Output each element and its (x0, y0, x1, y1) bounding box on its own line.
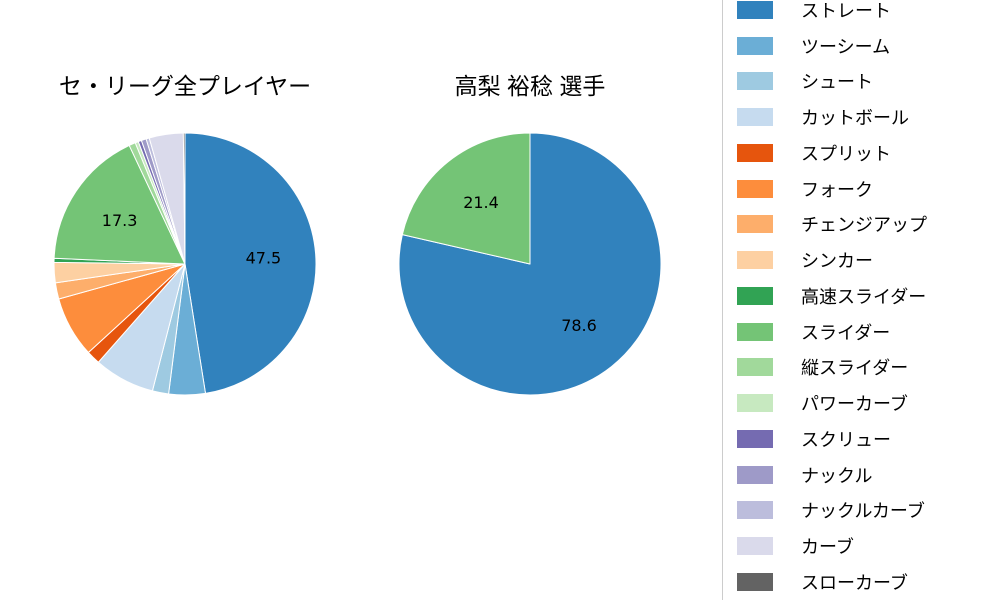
legend-label: ツーシーム (801, 36, 891, 57)
legend-item-カーブ: カーブ (737, 528, 1000, 564)
legend-label: スクリュー (801, 429, 891, 450)
legend-swatch-icon (737, 36, 773, 55)
legend-label: スローカーブ (801, 572, 908, 593)
legend-items: ストレートツーシームシュートカットボール スプリットフォークチェンジアップ シンカー… (737, 0, 1000, 600)
legend-swatch-icon (737, 465, 773, 484)
legend-item-シンカー: シンカー (737, 242, 1000, 278)
legend-label: パワーカーブ (801, 394, 908, 415)
legend-label: シュート (801, 72, 873, 93)
legend-label: スプリット (801, 143, 891, 164)
legend-label: チェンジアップ (801, 215, 927, 236)
legend-label: ナックルカーブ (801, 501, 925, 522)
chart-title-league: セ・リーグ全プレイヤー (58, 73, 312, 99)
legend-swatch-icon (737, 429, 773, 448)
legend-label: フォーク (801, 179, 873, 200)
pie-slice-スライダー (53, 144, 186, 265)
legend-item-スローカーブ: スローカーブ (737, 564, 1000, 600)
legend: ストレートツーシームシュートカットボール スプリットフォークチェンジアップ シンカー… (722, 0, 1000, 600)
legend-item-シュート: シュート (737, 64, 1000, 100)
chart-player: 高梨 裕稔 選手 78.6 21.4 (380, 62, 680, 414)
legend-item-スプリット: スプリット (737, 135, 1000, 171)
legend-swatch-icon (737, 394, 773, 413)
legend-item-カットボール: カットボール (737, 99, 1000, 135)
legend-label: 縦スライダー (801, 358, 909, 379)
chart-league: セ・リーグ全プレイヤー 47.5 17.3 (35, 62, 335, 414)
pie-slice-スローカーブ (182, 132, 186, 265)
legend-label: スライダー (801, 322, 891, 343)
legend-label: ストレート (801, 0, 891, 21)
legend-label: 高速スライダー (801, 286, 927, 307)
legend-swatch-icon (737, 72, 773, 91)
legend-item-スクリュー: スクリュー (737, 421, 1000, 457)
legend-label: カットボール (801, 108, 909, 129)
legend-swatch-icon (737, 322, 773, 341)
legend-label: カーブ (801, 537, 854, 558)
legend-item-ナックルカーブ: ナックルカーブ (737, 493, 1000, 529)
legend-swatch-icon (737, 0, 773, 19)
pie-slice-スライダー (401, 132, 531, 265)
chart-title-player: 高梨 裕稔 選手 (454, 73, 606, 99)
legend-item-ナックル: ナックル (737, 457, 1000, 493)
legend-swatch-icon (737, 537, 773, 556)
legend-item-チェンジアップ: チェンジアップ (737, 207, 1000, 243)
legend-item-高速スライダー: 高速スライダー (737, 278, 1000, 314)
legend-label: ナックル (801, 465, 873, 486)
legend-item-パワーカーブ: パワーカーブ (737, 385, 1000, 421)
pie-value-label-ストレート: 47.5 (246, 248, 282, 267)
legend-label: シンカー (801, 251, 873, 272)
legend-swatch-icon (737, 179, 773, 198)
pie-slice-ストレート (184, 132, 317, 394)
pie-chart-league: 47.5 17.3 (53, 132, 317, 396)
pie-value-label-ストレート: 78.6 (561, 316, 597, 335)
legend-swatch-icon (737, 286, 773, 305)
pie-value-label-スライダー: 17.3 (102, 211, 138, 230)
legend-item-縦スライダー: 縦スライダー (737, 350, 1000, 386)
pie-slice-ストレート (398, 132, 662, 396)
legend-swatch-icon (737, 215, 773, 234)
legend-swatch-icon (737, 358, 773, 377)
legend-item-ツーシーム: ツーシーム (737, 28, 1000, 64)
legend-swatch-icon (737, 251, 773, 270)
legend-swatch-icon (737, 501, 773, 520)
legend-swatch-icon (737, 108, 773, 127)
pie-chart-player: 78.6 21.4 (398, 132, 662, 396)
legend-item-フォーク: フォーク (737, 171, 1000, 207)
legend-item-ストレート: ストレート (737, 0, 1000, 28)
legend-swatch-icon (737, 572, 773, 591)
legend-swatch-icon (737, 143, 773, 162)
legend-item-スライダー: スライダー (737, 314, 1000, 350)
pie-value-label-スライダー: 21.4 (463, 193, 499, 212)
